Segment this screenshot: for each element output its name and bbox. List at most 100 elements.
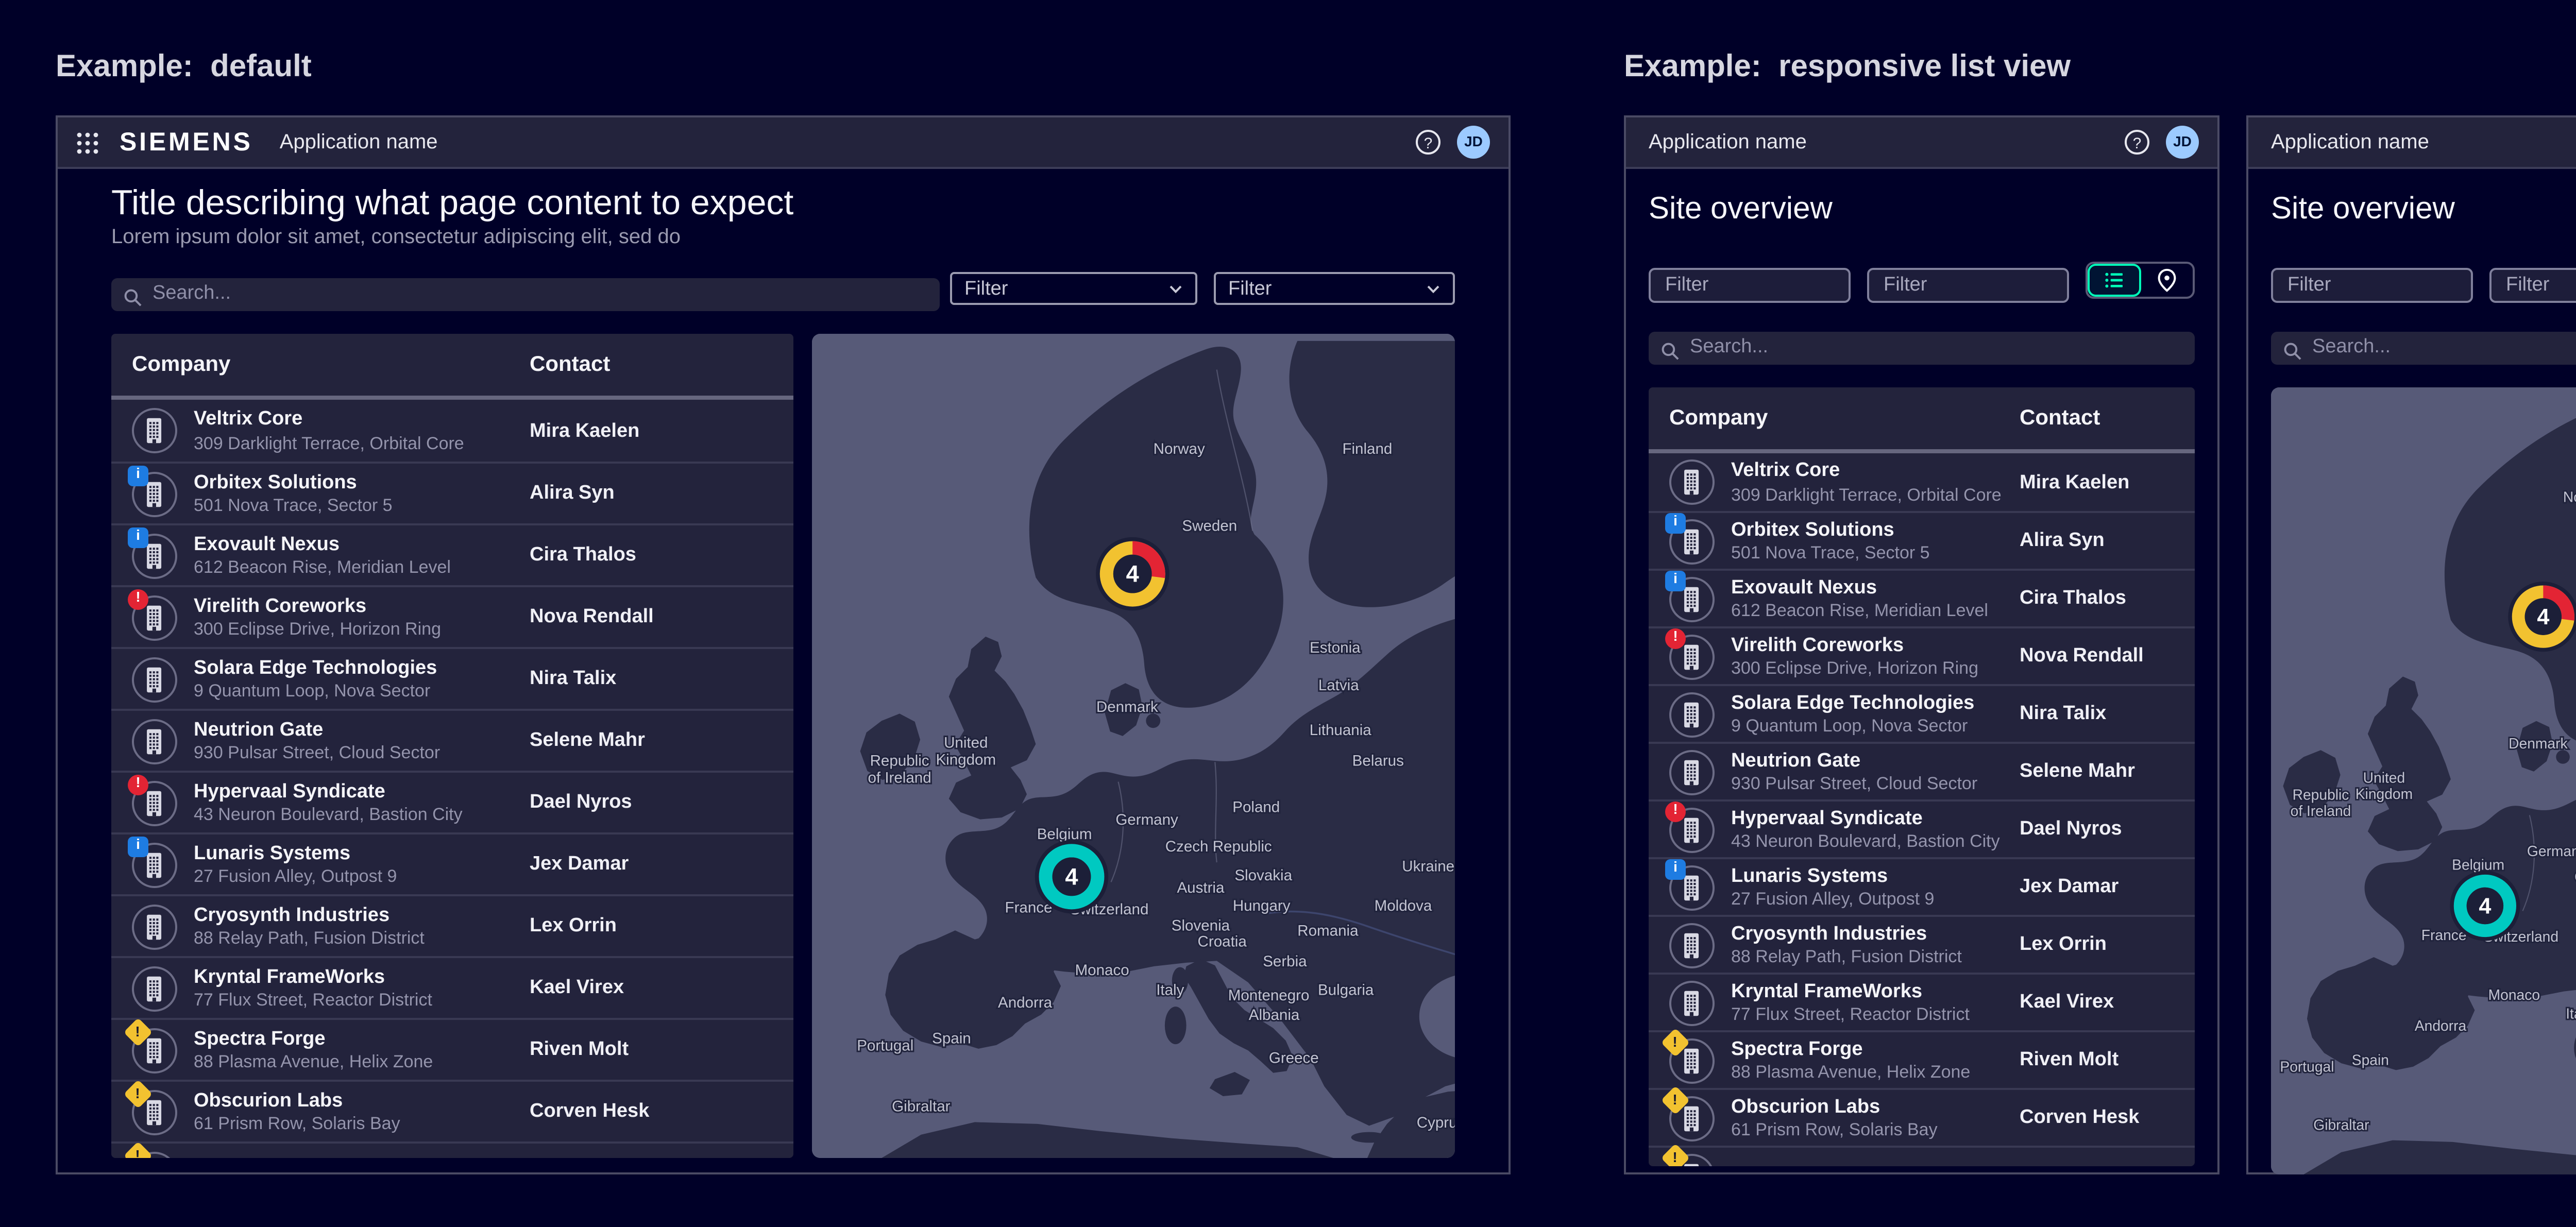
company-address: 77 Flux Street, Reactor District <box>1731 1003 1970 1024</box>
table-row[interactable]: Neutrion Gate 930 Pulsar Street, Cloud Se… <box>1649 742 2195 799</box>
table-row[interactable]: ! Obscurion Labs 61 Prism Row, Solaris Bay… <box>1649 1084 2195 1146</box>
company-icon-wrap <box>1669 749 1715 794</box>
company-icon-wrap: ! <box>123 1016 177 1072</box>
avatar[interactable]: JD <box>1457 126 1490 159</box>
filter-input[interactable] <box>1649 267 1851 302</box>
europe-map[interactable]: NorwayFinlandSwedenEstoniaLatviaDenmarkL… <box>2271 387 2576 1174</box>
cluster-count: 4 <box>1065 864 1078 890</box>
table-row[interactable]: ! <box>1649 1142 2195 1166</box>
company-cell: ! <box>1660 1142 2020 1166</box>
table-row[interactable]: Cryosynth Industries 88 Relay Path, Fusio… <box>111 894 793 956</box>
company-cell: ! <box>123 1140 530 1158</box>
europe-map-svg[interactable]: NorwayFinlandSwedenEstoniaLatviaDenmarkL… <box>2271 387 2576 1174</box>
search-field[interactable] <box>1649 326 2195 364</box>
building-icon <box>1669 576 1715 621</box>
table-row[interactable]: Cryosynth Industries 88 Relay Path, Fusio… <box>1649 915 2195 973</box>
table-row[interactable]: Solara Edge Technologies 9 Quantum Loop, … <box>111 647 793 709</box>
building-icon <box>132 533 177 578</box>
company-address: 61 Prism Row, Solaris Bay <box>194 1113 400 1133</box>
search-field[interactable] <box>2271 326 2576 364</box>
avatar[interactable]: JD <box>2166 126 2199 159</box>
company-icon-wrap <box>132 904 177 949</box>
table-row[interactable]: ! Hypervaal Syndicate 43 Neuron Boulevard,… <box>1649 799 2195 857</box>
info-badge-icon: i <box>128 836 148 856</box>
column-header-company[interactable]: Company <box>132 352 231 377</box>
building-icon <box>1669 1095 1715 1140</box>
company-cell: ! Obscurion Labs 61 Prism Row, Solaris Bay <box>123 1078 530 1134</box>
company-address: 88 Relay Path, Fusion District <box>194 927 425 948</box>
company-cell: i Lunaris Systems 27 Fusion Alley, Outpost… <box>1665 858 2020 910</box>
company-icon-wrap: ! <box>1660 1142 1715 1166</box>
help-icon[interactable]: ? <box>1416 130 1440 155</box>
table-row[interactable]: ! <box>111 1140 793 1158</box>
company-name: Hypervaal Syndicate <box>1731 807 1923 829</box>
filter-input[interactable] <box>2271 267 2473 302</box>
company-name: Cryosynth Industries <box>194 904 390 926</box>
filter-input[interactable] <box>1867 267 2069 302</box>
table-row[interactable]: Veltrix Core 309 Darklight Terrace, Orbit… <box>111 400 793 462</box>
map-country-label: Czech Republic <box>1165 838 1272 855</box>
contact-name: Riven Molt <box>2020 1049 2119 1071</box>
help-icon[interactable]: ? <box>2125 130 2149 155</box>
column-header-contact[interactable]: Contact <box>2020 406 2100 431</box>
land-scandinavia <box>2444 418 2576 741</box>
search-field[interactable] <box>111 272 940 310</box>
table-row[interactable]: ! Virelith Coreworks 300 Eclipse Drive, Ho… <box>111 585 793 647</box>
map-clusters[interactable]: 44 <box>1035 537 1170 914</box>
app-switcher-icon[interactable] <box>76 131 99 154</box>
table-row[interactable]: i Lunaris Systems 27 Fusion Alley, Outpost… <box>1649 857 2195 915</box>
map-country-label: Austria <box>1177 879 1225 896</box>
table-row[interactable]: i Lunaris Systems 27 Fusion Alley, Outpost… <box>111 832 793 894</box>
map-cluster-marker[interactable]: 4 <box>1095 537 1170 611</box>
company-table-body: Veltrix Core 309 Darklight Terrace, Orbit… <box>111 400 793 1158</box>
company-cell: ! Spectra Forge 88 Plasma Avenue, Helix Zo… <box>1660 1027 2020 1083</box>
filter-input[interactable] <box>2489 267 2576 302</box>
application-header: Application name ? JD <box>1626 117 2217 169</box>
list-view-toggle[interactable] <box>2088 264 2140 297</box>
filter-dropdown-2[interactable]: Filter <box>1214 272 1455 305</box>
table-row[interactable]: ! Spectra Forge 88 Plasma Avenue, Helix Zo… <box>111 1016 793 1080</box>
search-input[interactable] <box>1649 331 2195 364</box>
building-icon <box>132 842 177 887</box>
table-row[interactable]: i Orbitex Solutions 501 Nova Trace, Sector… <box>111 462 793 523</box>
building-icon <box>132 408 177 453</box>
search-input[interactable] <box>2271 331 2576 364</box>
map-country-label: Croatia <box>1198 933 1247 950</box>
filter-dropdown-label: Filter <box>964 277 1008 300</box>
table-row[interactable]: Kryntal FrameWorks 77 Flux Street, Reacto… <box>1649 973 2195 1030</box>
table-row[interactable]: Solara Edge Technologies 9 Quantum Loop, … <box>1649 684 2195 742</box>
table-row[interactable]: i Orbitex Solutions 501 Nova Trace, Sector… <box>1649 511 2195 569</box>
building-icon <box>1669 864 1715 910</box>
river-danube <box>1261 910 1455 956</box>
column-header-company[interactable]: Company <box>1669 406 1768 431</box>
table-row[interactable]: i Exovault Nexus 612 Beacon Rise, Meridian… <box>1649 569 2195 626</box>
table-row[interactable]: Veltrix Core 309 Darklight Terrace, Orbit… <box>1649 453 2195 511</box>
table-row[interactable]: Kryntal FrameWorks 77 Flux Street, Reacto… <box>111 956 793 1018</box>
column-header-contact[interactable]: Contact <box>530 352 611 377</box>
contact-name: Nova Rendall <box>2020 645 2144 668</box>
table-row[interactable]: i Exovault Nexus 612 Beacon Rise, Meridian… <box>111 523 793 585</box>
map-country-label: Andorra <box>998 994 1053 1011</box>
table-row[interactable]: ! Obscurion Labs 61 Prism Row, Solaris Bay… <box>111 1078 793 1141</box>
table-row[interactable]: Neutrion Gate 930 Pulsar Street, Cloud Se… <box>111 709 793 771</box>
map-cluster-marker[interactable]: 4 <box>2450 871 2520 941</box>
map-clusters[interactable]: 44 <box>2450 582 2576 941</box>
table-row[interactable]: ! Spectra Forge 88 Plasma Avenue, Helix Zo… <box>1649 1027 2195 1088</box>
company-address: 88 Relay Path, Fusion District <box>1731 946 1962 966</box>
table-row[interactable]: ! Hypervaal Syndicate 43 Neuron Boulevard,… <box>111 771 793 832</box>
company-cell: Neutrion Gate 930 Pulsar Street, Cloud Se… <box>132 718 530 763</box>
map-cluster-marker[interactable]: 4 <box>1035 840 1109 914</box>
filter-dropdown-1[interactable]: Filter <box>950 272 1197 305</box>
contact-name: Corven Hesk <box>530 1100 650 1123</box>
map-view-toggle[interactable] <box>2140 264 2193 297</box>
contact-name: Nira Talix <box>530 668 617 690</box>
building-icon <box>132 904 177 949</box>
table-row[interactable]: ! Virelith Coreworks 300 Eclipse Drive, Ho… <box>1649 626 2195 684</box>
search-input[interactable] <box>111 277 940 310</box>
company-cell: i Orbitex Solutions 501 Nova Trace, Sector… <box>128 465 530 516</box>
map-country-label: Moldova <box>1375 897 1432 914</box>
info-badge-icon: i <box>128 526 148 547</box>
map-cluster-marker[interactable]: 4 <box>2508 582 2576 652</box>
